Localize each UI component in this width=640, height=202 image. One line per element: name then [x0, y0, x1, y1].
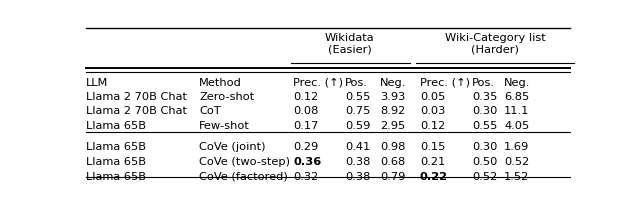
Text: 0.05: 0.05 [420, 92, 445, 102]
Text: CoVe (factored): CoVe (factored) [199, 172, 288, 182]
Text: Neg.: Neg. [504, 78, 531, 88]
Text: 0.50: 0.50 [472, 157, 497, 167]
Text: 4.05: 4.05 [504, 121, 529, 131]
Text: 0.75: 0.75 [346, 106, 371, 116]
Text: CoVe (joint): CoVe (joint) [199, 142, 266, 152]
Text: 0.17: 0.17 [293, 121, 319, 131]
Text: 0.30: 0.30 [472, 106, 497, 116]
Text: 1.52: 1.52 [504, 172, 529, 182]
Text: Llama 65B: Llama 65B [86, 172, 146, 182]
Text: 0.98: 0.98 [380, 142, 406, 152]
Text: CoT: CoT [199, 106, 221, 116]
Text: 0.15: 0.15 [420, 142, 445, 152]
Text: 0.41: 0.41 [346, 142, 371, 152]
Text: Prec. (↑): Prec. (↑) [293, 78, 343, 88]
Text: CoVe (two-step): CoVe (two-step) [199, 157, 290, 167]
Text: 0.29: 0.29 [293, 142, 319, 152]
Text: Neg.: Neg. [380, 78, 406, 88]
Text: 0.30: 0.30 [472, 142, 497, 152]
Text: 0.36: 0.36 [293, 157, 321, 167]
Text: 0.52: 0.52 [504, 157, 529, 167]
Text: 0.08: 0.08 [293, 106, 319, 116]
Text: Pos.: Pos. [472, 78, 495, 88]
Text: 0.79: 0.79 [380, 172, 406, 182]
Text: 0.38: 0.38 [346, 172, 371, 182]
Text: Llama 65B: Llama 65B [86, 121, 146, 131]
Text: Llama 65B: Llama 65B [86, 142, 146, 152]
Text: 0.59: 0.59 [346, 121, 371, 131]
Text: 0.35: 0.35 [472, 92, 497, 102]
Text: 3.93: 3.93 [380, 92, 406, 102]
Text: 6.85: 6.85 [504, 92, 529, 102]
Text: Zero-shot: Zero-shot [199, 92, 254, 102]
Text: Wikidata
(Easier): Wikidata (Easier) [325, 33, 374, 55]
Text: 0.52: 0.52 [472, 172, 497, 182]
Text: 0.55: 0.55 [472, 121, 497, 131]
Text: 0.55: 0.55 [346, 92, 371, 102]
Text: 2.95: 2.95 [380, 121, 405, 131]
Text: 0.38: 0.38 [346, 157, 371, 167]
Text: 0.32: 0.32 [293, 172, 319, 182]
Text: LLM: LLM [86, 78, 108, 88]
Text: Llama 65B: Llama 65B [86, 157, 146, 167]
Text: Pos.: Pos. [346, 78, 369, 88]
Text: 0.22: 0.22 [420, 172, 448, 182]
Text: 0.21: 0.21 [420, 157, 445, 167]
Text: Prec. (↑): Prec. (↑) [420, 78, 470, 88]
Text: 0.12: 0.12 [420, 121, 445, 131]
Text: Few-shot: Few-shot [199, 121, 250, 131]
Text: 0.03: 0.03 [420, 106, 445, 116]
Text: 0.68: 0.68 [380, 157, 405, 167]
Text: Method: Method [199, 78, 242, 88]
Text: 8.92: 8.92 [380, 106, 405, 116]
Text: Wiki-Category list
(Harder): Wiki-Category list (Harder) [445, 33, 545, 55]
Text: 0.12: 0.12 [293, 92, 319, 102]
Text: 11.1: 11.1 [504, 106, 529, 116]
Text: 1.69: 1.69 [504, 142, 529, 152]
Text: Llama 2 70B Chat: Llama 2 70B Chat [86, 106, 187, 116]
Text: Llama 2 70B Chat: Llama 2 70B Chat [86, 92, 187, 102]
